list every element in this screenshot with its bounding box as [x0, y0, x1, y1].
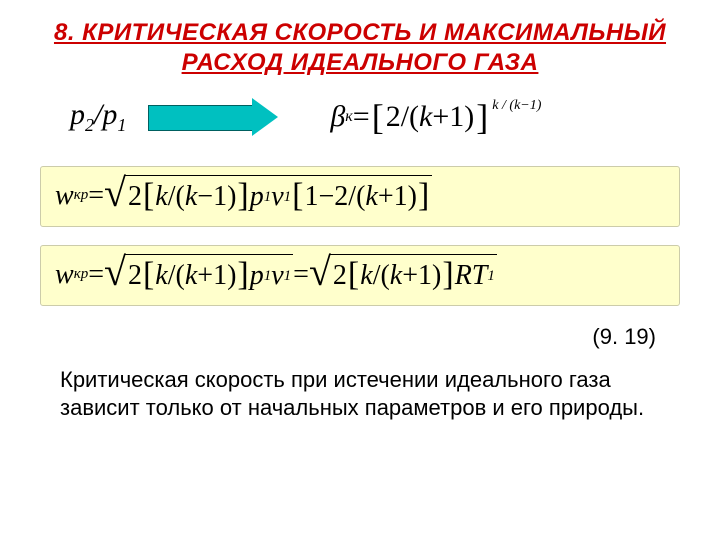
- eq1-under-root: 2[k / (k − 1)]p1v1[1 − 2 / (k + 1)]: [124, 175, 432, 216]
- eq1-rpar: ): [227, 181, 236, 213]
- beta-two: 2: [386, 100, 401, 134]
- eq1-minus2: −: [319, 181, 335, 213]
- eq2-w: w: [55, 259, 74, 291]
- eq2-two: 2: [128, 260, 142, 292]
- eq1-slash2: /: [348, 181, 356, 213]
- eq1-two: 2: [128, 181, 142, 213]
- eq2-eq: =: [88, 259, 104, 291]
- eq2-rpar: ): [227, 260, 236, 292]
- eq2-p1: 1: [264, 268, 272, 285]
- eq1-two2: 2: [334, 181, 348, 213]
- beta-plus: +: [432, 100, 449, 134]
- eq2-under-root2: 2[k / (k + 1)]RT1: [329, 254, 497, 295]
- eq2-p: p: [250, 260, 264, 292]
- eq1-one3: 1: [394, 181, 408, 213]
- eq1-lbr: [: [143, 177, 154, 215]
- beta-lbr: [: [372, 96, 384, 138]
- beta-rpar: ): [464, 100, 474, 134]
- eq1-p1: 1: [264, 189, 272, 206]
- eq2-rbr: ]: [237, 256, 248, 294]
- eq2b-rpar: ): [432, 260, 441, 292]
- beta-sym: β: [330, 100, 345, 134]
- equation-1: wкр = √ 2[k / (k − 1)]p1v1[1 − 2 / (k + …: [40, 166, 680, 227]
- arrow-shaft: [148, 105, 254, 131]
- arrow-head: [252, 98, 278, 136]
- eq2-slash: /: [168, 260, 176, 292]
- eq2b-k2: k: [390, 260, 402, 292]
- eq1-one: 1: [213, 181, 227, 213]
- equation-2: wкр = √ 2[k / (k + 1)]p1v1 = √ 2[k / (k …: [40, 245, 680, 306]
- eq2-k: k: [155, 260, 167, 292]
- eq1-slash: /: [168, 181, 176, 213]
- eq2-v1: 1: [284, 268, 292, 285]
- eq1-rbr2: ]: [418, 177, 429, 215]
- eq2-k2: k: [185, 260, 197, 292]
- sub-2: 2: [85, 115, 94, 135]
- eq2-lbr: [: [143, 256, 154, 294]
- eq1-v1: 1: [284, 189, 292, 206]
- eq2b-slash: /: [373, 260, 381, 292]
- sub-1: 1: [117, 115, 126, 135]
- eq1-k: k: [155, 181, 167, 213]
- eq2b-two: 2: [333, 260, 347, 292]
- eq2-R: R: [455, 260, 472, 292]
- eq2-under-root1: 2[k / (k + 1)]p1v1: [124, 254, 293, 295]
- body-paragraph: Критическая скорость при истечении идеал…: [60, 366, 670, 421]
- p-symbol: p: [70, 98, 85, 131]
- beta-exp: k / (k−1): [492, 98, 541, 114]
- eq1-rpar2: ): [408, 181, 417, 213]
- eq2b-lpar: (: [380, 260, 389, 292]
- eq1-w: w: [55, 180, 74, 212]
- eq1-k2: k: [185, 181, 197, 213]
- beta-slash: /: [401, 100, 409, 134]
- beta-sub: к: [345, 108, 352, 126]
- beta-equation: βк = [2 / (k + 1)] k / (k−1): [330, 96, 541, 138]
- eq2-T1: 1: [487, 268, 495, 285]
- eq2-sqrt1: √ 2[k / (k + 1)]p1v1: [104, 254, 293, 295]
- beta-k: k: [419, 100, 432, 134]
- eq2-wsub: кр: [74, 266, 89, 283]
- eq1-eq: =: [88, 180, 104, 212]
- eq2-T: T: [472, 260, 488, 292]
- beta-one: 1: [449, 100, 464, 134]
- eq1-sqrt: √ 2[k / (k − 1)]p1v1[1 − 2 / (k + 1)]: [104, 175, 432, 216]
- eq2-sqrt2: √ 2[k / (k + 1)]RT1: [309, 254, 497, 295]
- eq2-eq2: =: [293, 259, 309, 291]
- p-symbol-2: p: [102, 98, 117, 131]
- radical-icon-3: √: [309, 254, 331, 295]
- eq1-lpar2: (: [356, 181, 365, 213]
- eq2-v: v: [271, 260, 283, 292]
- eq1-lpar: (: [176, 181, 185, 213]
- eq1-minus: −: [197, 181, 213, 213]
- eq1-plus2: +: [378, 181, 394, 213]
- beta-eq-sign: =: [353, 100, 370, 134]
- eq2-one: 1: [213, 260, 227, 292]
- beta-lpar: (: [409, 100, 419, 134]
- eq2-plus: +: [197, 260, 213, 292]
- equation-reference: (9. 19): [30, 324, 656, 350]
- eq2b-plus: +: [402, 260, 418, 292]
- eq1-v: v: [271, 181, 283, 213]
- slide: 8. КРИТИЧЕСКАЯ СКОРОСТЬ И МАКСИМАЛЬНЫЙ Р…: [0, 0, 720, 540]
- radical-icon: √: [104, 175, 126, 216]
- slide-title: 8. КРИТИЧЕСКАЯ СКОРОСТЬ И МАКСИМАЛЬНЫЙ Р…: [30, 18, 690, 78]
- row-ratio-arrow-beta: p2/p1 βк = [2 / (k + 1)] k / (k−1): [70, 96, 690, 138]
- eq2-lpar: (: [176, 260, 185, 292]
- eq2b-lbr: [: [348, 256, 359, 294]
- eq1-p: p: [250, 181, 264, 213]
- beta-rbr: ]: [476, 96, 488, 138]
- radical-icon-2: √: [104, 254, 126, 295]
- pressure-ratio: p2/p1: [70, 98, 126, 136]
- eq2b-k: k: [360, 260, 372, 292]
- eq1-lbr2: [: [292, 177, 303, 215]
- eq2b-one: 1: [418, 260, 432, 292]
- eq1-k3: k: [365, 181, 377, 213]
- arrow-icon: [148, 100, 278, 134]
- eq1-wsub: кр: [74, 187, 89, 204]
- eq1-rbr: ]: [237, 177, 248, 215]
- eq2b-rbr: ]: [442, 256, 453, 294]
- eq1-one2: 1: [305, 181, 319, 213]
